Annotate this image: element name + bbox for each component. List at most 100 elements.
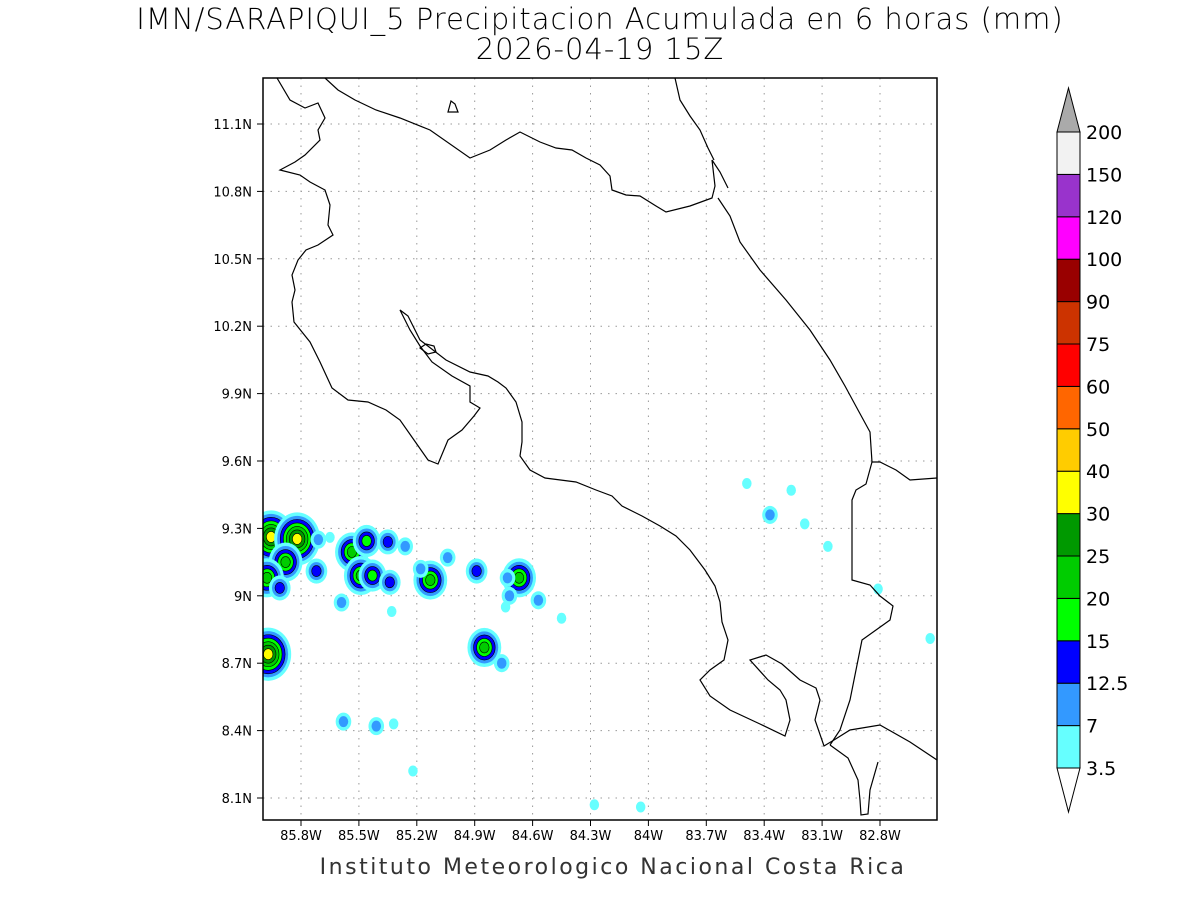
precip-contour [479, 641, 490, 654]
colorbar-label: 20 [1086, 588, 1110, 610]
colorbar-label: 15 [1086, 631, 1110, 653]
precip-contour [384, 576, 395, 589]
precip-cell [388, 718, 399, 730]
colorbar-label: 3.5 [1086, 758, 1116, 780]
colorbar-swatch [1056, 640, 1081, 684]
lat-tick-label: 8.1N [222, 792, 252, 807]
precip-cell [501, 586, 518, 605]
precip-contour [925, 632, 935, 644]
precip-cell [335, 712, 352, 731]
colorbar-swatch [1056, 131, 1081, 175]
map-frame [262, 77, 938, 821]
colorbar-swatch [1056, 258, 1081, 303]
precip-contour [799, 518, 810, 530]
lon-tick-label: 83.4W [743, 829, 785, 844]
lon-tick-label: 84.3W [570, 829, 612, 844]
precip-cell [530, 591, 547, 610]
precip-contour [442, 552, 453, 564]
colorbar-label: 100 [1086, 249, 1122, 271]
precip-contour [311, 565, 322, 577]
precip-cell [352, 524, 381, 558]
precip-cell [786, 484, 796, 496]
precip-contour [742, 477, 752, 489]
lon-tick-label: 84.9W [454, 829, 496, 844]
precip-cell [925, 632, 935, 644]
precip-contour [313, 534, 324, 546]
colorbar-label: 25 [1086, 546, 1110, 568]
precip-contour [338, 716, 349, 728]
lon-tick-label: 85.2W [396, 829, 438, 844]
colorbar-swatch [1056, 216, 1081, 260]
lon-tick-label: 83.1W [801, 829, 843, 844]
burica-peninsula [829, 744, 879, 816]
precip-cell [799, 518, 810, 530]
precip-contour [533, 594, 544, 606]
precip-contour [786, 484, 796, 496]
precip-cell [467, 627, 502, 668]
colorbar-swatch [1056, 555, 1081, 599]
precip-contour [292, 533, 303, 545]
colorbar-label: 7 [1086, 716, 1098, 738]
precip-cell [635, 801, 646, 813]
caribbean-coastline [717, 197, 937, 481]
precip-cell [263, 627, 292, 681]
map-title: IMN/SARAPIQUI_5 Precipitacion Acumulada … [136, 2, 1064, 36]
precip-contour [263, 648, 274, 661]
lat-tick-label: 9.3N [222, 522, 252, 537]
precip-cell [499, 568, 516, 587]
lat-tick-label: 9N [234, 590, 252, 605]
precip-contour [425, 574, 436, 586]
precip-contour [388, 718, 399, 730]
axis-labels: 85.8W 85.5W 85.2W 84.9W 84.6W 84.3W 84W 83.7W 83… [213, 118, 901, 844]
colorbar-under-arrow [1056, 767, 1081, 814]
precip-cell [377, 529, 399, 555]
colorbar-label: 150 [1086, 164, 1122, 186]
precip-cell [823, 540, 833, 552]
colorbar-label: 90 [1086, 292, 1110, 314]
precip-contour [502, 572, 513, 584]
lat-tick-label: 8.7N [222, 657, 252, 672]
precip-cell [397, 537, 414, 556]
precip-contour [635, 801, 646, 813]
precip-cell [333, 593, 350, 612]
colorbar-swatch [1056, 470, 1081, 515]
colorbar-label: 200 [1086, 122, 1122, 144]
precip-cell [439, 548, 456, 567]
precip-cell [408, 765, 418, 777]
lon-tick-label: 85.8W [280, 829, 322, 844]
precip-cell [325, 531, 335, 543]
precip-contour [325, 531, 335, 543]
precip-contour [556, 612, 567, 624]
colorbar-swatch [1056, 513, 1081, 557]
precip-contour [471, 565, 482, 577]
colorbar-over-arrow [1056, 86, 1081, 133]
panama-border [829, 461, 894, 746]
colorbar-swatch [1056, 301, 1081, 345]
precip-contour [361, 535, 372, 547]
precip-cell [412, 559, 429, 578]
credit-text: Instituto Meteorologico Nacional Costa R… [319, 855, 907, 880]
precip-contour [415, 563, 426, 575]
colorbar-swatch [1056, 682, 1081, 727]
colorbar-label: 75 [1086, 334, 1110, 356]
nicaragua-border [324, 78, 729, 213]
colorbar-label: 120 [1086, 207, 1122, 229]
precip-contour [400, 540, 410, 552]
precip-cell [386, 606, 397, 618]
lake-island [447, 99, 459, 113]
lat-tick-label: 9.9N [222, 388, 252, 403]
colorbar-swatch [1056, 725, 1081, 769]
precip-cell [500, 601, 511, 613]
colorbar-label: 12.5 [1086, 673, 1128, 695]
colorbar-swatch [1056, 343, 1081, 387]
lat-tick-label: 10.2N [213, 320, 252, 335]
lat-tick-label: 8.4N [222, 725, 252, 740]
colorbar-label: 50 [1086, 419, 1110, 441]
colorbar-label: 30 [1086, 504, 1110, 526]
lon-tick-label: 84W [634, 829, 664, 844]
precip-cell [268, 575, 291, 601]
precip-contour [514, 572, 525, 584]
precip-contour [386, 606, 397, 618]
lat-tick-label: 11.1N [213, 118, 252, 133]
